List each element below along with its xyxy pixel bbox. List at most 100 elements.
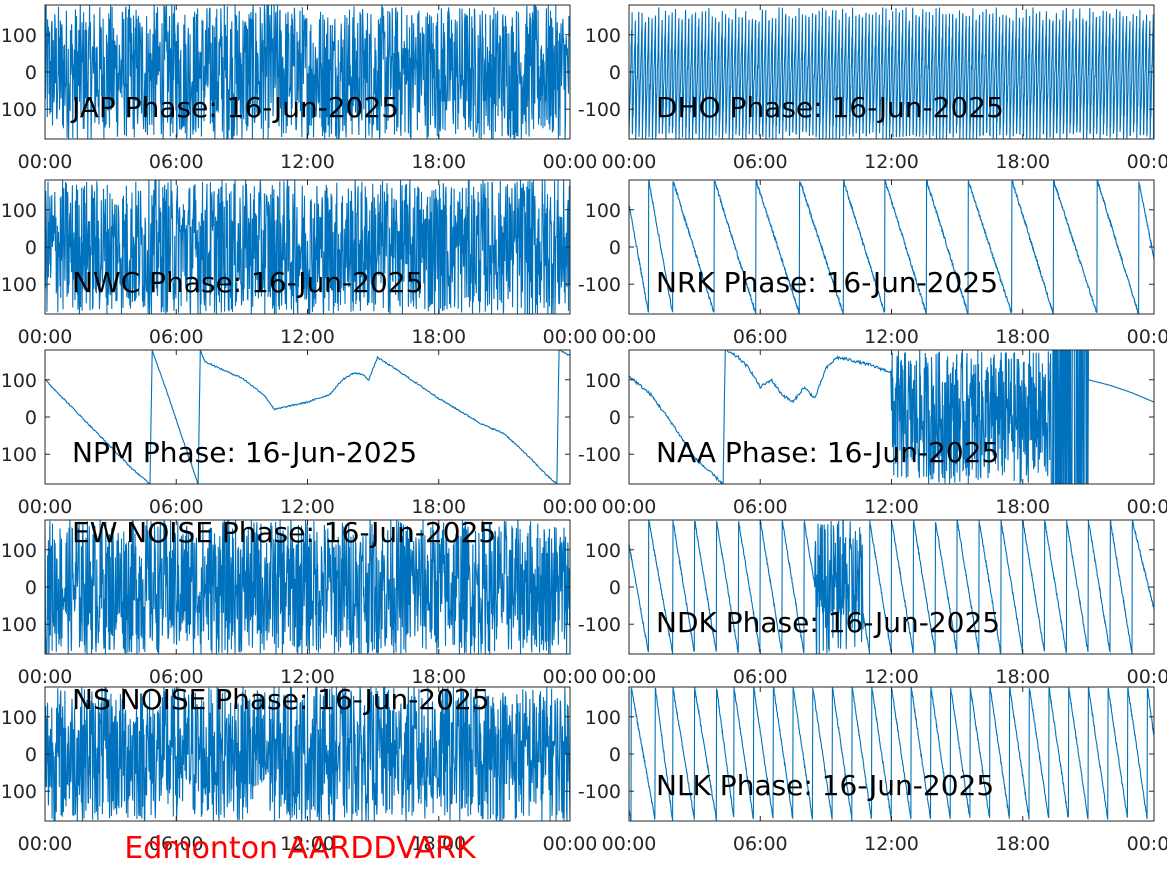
x-tick-label: 00:00 (18, 151, 73, 173)
panel-title-ew-noise: EW NOISE Phase: 16-Jun-2025 (72, 516, 496, 549)
y-tick-label: -100 (578, 614, 621, 636)
x-tick-label: 18:00 (411, 666, 466, 688)
panel-dho: 100 0 -100 00:00 06:00 12:00 18:00 00:00 DHO Pha… (578, 4, 1167, 173)
x-tick-label: 00:00 (1127, 666, 1167, 688)
y-tick-label: 0 (25, 237, 37, 259)
series-line-naa (629, 350, 1154, 484)
x-tick-label: 00:00 (18, 496, 73, 518)
series-line-nwc (45, 180, 570, 314)
y-tick-label: -100 (0, 274, 37, 296)
panel-nrk: 100 0 -100 00:00 06:00 12:00 18:00 00:00 NRK Pha… (578, 179, 1167, 348)
panel-ns-noise: 100 0 -100 00:00 06:00 12:00 18:00 00:00 NS NOIS… (0, 683, 597, 855)
x-tick-label: 18:00 (411, 833, 466, 855)
x-tick-label: 12:00 (864, 151, 919, 173)
x-tick-label: 06:00 (733, 151, 788, 173)
y-tick-label: 0 (609, 407, 621, 429)
y-tick-label: 0 (609, 744, 621, 766)
panel-title-nwc: NWC Phase: 16-Jun-2025 (72, 266, 423, 299)
panel-npm: 100 0 -100 00:00 06:00 12:00 18:00 00:00 NPM Pha… (0, 349, 597, 518)
footer-label: Edmonton AARDDVARK (124, 831, 477, 866)
series-line-ew-noise (45, 520, 570, 654)
x-tick-label: 06:00 (733, 496, 788, 518)
y-tick-label: 0 (25, 407, 37, 429)
y-tick-label: 0 (25, 62, 37, 84)
series-line-dho (629, 7, 1154, 139)
x-tick-label: 18:00 (411, 326, 466, 348)
x-tick-label: 00:00 (543, 326, 598, 348)
y-tick-label: 100 (585, 540, 621, 562)
x-tick-label: 00:00 (543, 666, 598, 688)
panel-title-dho: DHO Phase: 16-Jun-2025 (656, 91, 1004, 124)
panel-naa: 100 0 -100 00:00 06:00 12:00 18:00 00:00 NAA Pha… (578, 349, 1167, 518)
y-tick-label: 0 (609, 577, 621, 599)
panel-title-ns-noise: NS NOISE Phase: 16-Jun-2025 (72, 683, 490, 716)
panel-title-nrk: NRK Phase: 16-Jun-2025 (656, 266, 998, 299)
x-tick-label: 12:00 (280, 326, 335, 348)
y-tick-label: 100 (585, 25, 621, 47)
x-tick-label: 06:00 (149, 326, 204, 348)
y-tick-label: -100 (0, 614, 37, 636)
x-tick-label: 06:00 (149, 833, 204, 855)
y-tick-label: 0 (25, 744, 37, 766)
x-tick-label: 12:00 (280, 151, 335, 173)
y-tick-label: 100 (1, 370, 37, 392)
x-tick-label: 18:00 (995, 326, 1050, 348)
panel-title-naa: NAA Phase: 16-Jun-2025 (656, 436, 999, 469)
x-tick-label: 00:00 (1127, 833, 1167, 855)
y-tick-label: -100 (0, 99, 37, 121)
x-tick-label: 12:00 (280, 496, 335, 518)
x-tick-label: 06:00 (733, 326, 788, 348)
panel-title-nlk: NLK Phase: 16-Jun-2025 (656, 769, 994, 802)
y-tick-label: -100 (578, 274, 621, 296)
y-tick-label: -100 (578, 444, 621, 466)
y-tick-label: 100 (1, 707, 37, 729)
y-tick-label: -100 (578, 781, 621, 803)
y-tick-label: 100 (1, 200, 37, 222)
panel-ew-noise: 100 0 -100 00:00 06:00 12:00 18:00 00:00 EW NOIS… (0, 516, 597, 688)
panels: 100 0 -100 00:00 06:00 12:00 18:00 00:00 JAP Pha… (0, 4, 1167, 855)
x-tick-label: 12:00 (280, 666, 335, 688)
x-tick-label: 18:00 (411, 151, 466, 173)
series-line-jap (45, 5, 570, 139)
x-tick-label: 06:00 (149, 666, 204, 688)
y-tick-label: 100 (585, 707, 621, 729)
x-tick-label: 18:00 (995, 496, 1050, 518)
y-tick-label: 100 (585, 370, 621, 392)
panel-jap: 100 0 -100 00:00 06:00 12:00 18:00 00:00 JAP Pha… (0, 4, 598, 173)
x-tick-label: 06:00 (733, 833, 788, 855)
x-tick-label: 00:00 (18, 326, 73, 348)
x-tick-label: 12:00 (864, 666, 919, 688)
x-tick-label: 00:00 (543, 496, 598, 518)
x-tick-label: 00:00 (18, 833, 73, 855)
panel-title-ndk: NDK Phase: 16-Jun-2025 (656, 606, 1000, 639)
series-line-nrk (629, 180, 1154, 314)
panel-title-jap: JAP Phase: 16-Jun-2025 (70, 91, 399, 124)
y-tick-label: 100 (1, 25, 37, 47)
x-tick-label: 00:00 (602, 151, 657, 173)
panel-nlk: 100 0 -100 00:00 06:00 12:00 18:00 00:00 NLK Pha… (578, 686, 1167, 855)
y-tick-label: 0 (609, 62, 621, 84)
x-tick-label: 12:00 (864, 326, 919, 348)
x-tick-label: 00:00 (602, 666, 657, 688)
y-tick-label: 0 (25, 577, 37, 599)
x-tick-label: 00:00 (18, 666, 73, 688)
x-tick-label: 00:00 (543, 151, 598, 173)
y-tick-label: 0 (609, 237, 621, 259)
x-tick-label: 06:00 (149, 151, 204, 173)
x-tick-label: 00:00 (543, 833, 598, 855)
y-tick-label: -100 (0, 781, 37, 803)
x-tick-label: 12:00 (864, 833, 919, 855)
series-line-npm (45, 350, 570, 484)
panel-nwc: 100 0 -100 00:00 06:00 12:00 18:00 00:00 NWC Pha… (0, 179, 598, 348)
x-tick-label: 12:00 (864, 496, 919, 518)
y-tick-label: -100 (0, 444, 37, 466)
x-tick-label: 00:00 (1127, 151, 1167, 173)
x-tick-label: 18:00 (995, 151, 1050, 173)
x-tick-label: 18:00 (995, 833, 1050, 855)
x-tick-label: 06:00 (149, 496, 204, 518)
x-tick-label: 00:00 (602, 833, 657, 855)
y-tick-label: 100 (1, 540, 37, 562)
y-tick-label: 100 (585, 200, 621, 222)
x-tick-label: 00:00 (602, 326, 657, 348)
